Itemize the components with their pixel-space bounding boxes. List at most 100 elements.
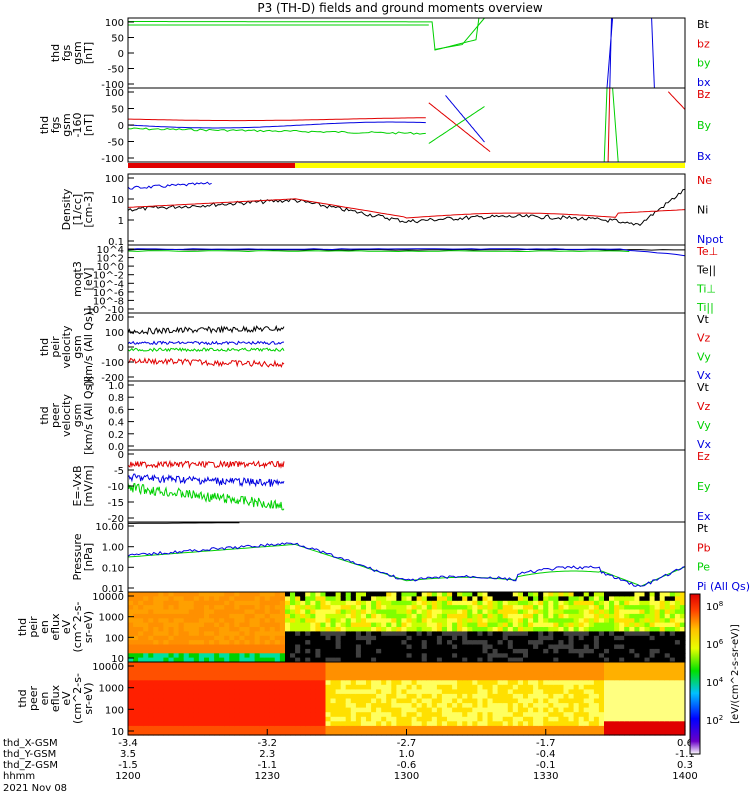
spectrogram-cell <box>153 592 159 597</box>
spectrogram-cell <box>492 721 499 727</box>
spectrogram-cell <box>452 675 458 681</box>
spectrogram-cell <box>624 622 630 628</box>
spectrogram-cell <box>259 693 266 700</box>
spectrogram-cell <box>447 730 453 736</box>
spectrogram-cell <box>604 698 610 704</box>
spectrogram-cell <box>563 689 570 695</box>
spectrogram-cell <box>300 730 306 736</box>
spectrogram-cell <box>214 712 220 718</box>
spectrogram-cell <box>355 693 362 700</box>
spectrogram-cell <box>254 609 261 615</box>
spectrogram-cell <box>163 712 170 718</box>
spectrogram-cell <box>649 725 656 732</box>
spectrogram-cell <box>598 730 605 736</box>
spectrogram-cell <box>163 635 170 641</box>
spectrogram-cell <box>209 635 215 641</box>
spectrogram-cell <box>193 730 200 736</box>
spectrogram-cell <box>411 644 418 650</box>
spectrogram-cell <box>391 627 397 632</box>
spectrogram-cell <box>523 707 529 713</box>
spectrogram-cell <box>619 635 625 641</box>
spectrogram-cell <box>214 730 220 736</box>
spectrogram-cell <box>350 698 357 704</box>
spectrogram-cell <box>517 698 524 704</box>
spectrogram-cell <box>568 657 575 663</box>
spectrogram-cell <box>259 662 266 668</box>
spectrogram-cell <box>163 675 170 681</box>
spectrogram-cell <box>598 605 605 611</box>
spectrogram-cell <box>386 712 392 718</box>
spectrogram-cell <box>472 680 478 686</box>
spectrogram-cell <box>487 712 494 718</box>
spectrogram-cell <box>229 730 235 736</box>
spectrogram-cell <box>259 648 266 654</box>
spectrogram-cell <box>234 725 240 732</box>
spectrogram-cell <box>507 653 514 659</box>
spectrogram-cell <box>360 725 367 732</box>
spectrogram-cell <box>644 689 651 695</box>
spectrogram-cell <box>366 730 372 736</box>
spectrogram-cell <box>507 684 514 690</box>
spectrogram-cell <box>517 596 524 602</box>
spectrogram-cell <box>214 657 220 663</box>
spectrogram-cell <box>553 657 559 663</box>
spectrogram-cell <box>558 684 565 690</box>
spectrogram-cell <box>538 703 544 709</box>
spectrogram-cell <box>538 689 544 695</box>
spectrogram-cell <box>133 631 139 637</box>
ylabel-line: peer <box>49 403 62 429</box>
spectrogram-cell <box>411 712 418 718</box>
spectrogram-cell <box>360 596 367 602</box>
spectrogram-cell <box>224 716 230 722</box>
spectrogram-cell <box>224 596 230 602</box>
spectrogram-cell <box>507 627 514 632</box>
spectrogram-cell <box>254 662 261 668</box>
spectrogram-cell <box>528 653 534 659</box>
spectrogram-cell <box>183 725 190 732</box>
spectrogram-cell <box>295 707 301 713</box>
spectrogram-cell <box>209 653 215 659</box>
spectrogram-cell <box>376 671 382 677</box>
spectrogram-cell <box>325 703 332 709</box>
spectrogram-cell <box>573 662 580 668</box>
ytick-label: -5 <box>114 466 124 477</box>
spectrogram-cell <box>401 631 408 637</box>
spectrogram-cell <box>669 592 676 597</box>
ytick-label: 0 <box>118 49 124 60</box>
spectrogram-cell <box>371 703 377 709</box>
spectrogram-cell <box>295 698 301 704</box>
spectrogram-cell <box>568 631 575 637</box>
ylabel-line: [nT] <box>82 114 95 136</box>
spectrogram-cell <box>447 693 453 700</box>
spectrogram-cell <box>244 600 251 606</box>
spectrogram-cell <box>163 689 170 695</box>
ytick-label: 100 <box>105 633 124 644</box>
spectrogram-cell <box>538 671 544 677</box>
spectrogram-cell <box>128 675 134 681</box>
spectrogram-cell <box>148 730 154 736</box>
spectrogram-cell <box>244 605 251 611</box>
spectrogram-cell <box>406 600 413 606</box>
spectrogram-cell <box>330 640 337 646</box>
spectrogram-cell <box>224 684 230 690</box>
spectrogram-cell <box>259 622 266 628</box>
spectrogram-cell <box>355 640 362 646</box>
spectrogram-cell <box>158 730 165 736</box>
spectrogram-cell <box>239 716 246 722</box>
spectrogram-cell <box>523 693 529 700</box>
spectrogram-cell <box>133 609 139 615</box>
spectrogram-cell <box>472 635 478 641</box>
spectrogram-cell <box>183 640 190 646</box>
spectrogram-cell <box>502 653 509 659</box>
spectrogram-cell <box>604 622 610 628</box>
spectrogram-cell <box>376 622 382 628</box>
spectrogram-cell <box>553 596 559 602</box>
spectrogram-cell <box>538 684 544 690</box>
spectrogram-cell <box>371 596 377 602</box>
spectrogram-cell <box>441 600 448 606</box>
spectrogram-cell <box>274 721 281 727</box>
spectrogram-cell <box>679 618 686 624</box>
ylabel-line: moqt3 <box>71 261 84 297</box>
spectrogram-cell <box>224 653 230 659</box>
spectrogram-cell <box>507 680 514 686</box>
